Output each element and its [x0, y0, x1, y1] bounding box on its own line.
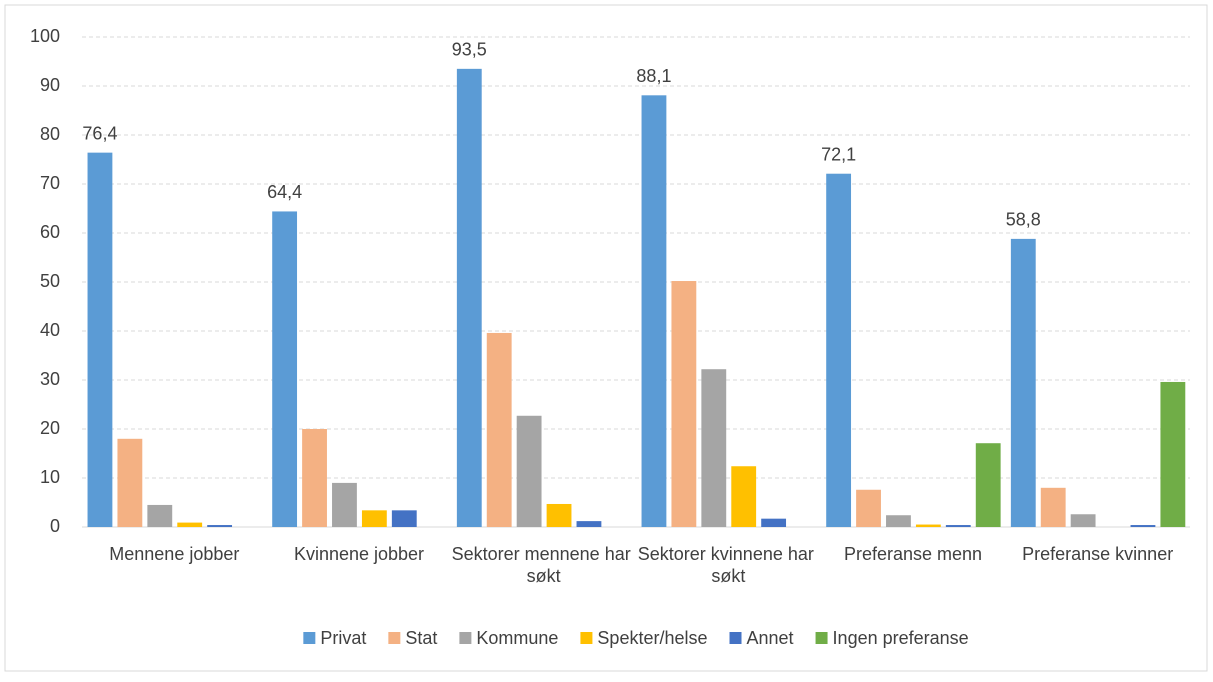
x-tick-line: Sektorer kvinnene har	[638, 544, 819, 564]
bar	[856, 489, 881, 527]
bar	[945, 525, 971, 527]
data-label: 58,8	[1006, 210, 1041, 230]
bar	[456, 68, 482, 527]
y-tick-label: 100	[30, 26, 60, 46]
bar	[332, 482, 357, 527]
legend-swatch	[388, 632, 401, 644]
y-tick-label: 90	[40, 75, 60, 95]
bar	[761, 518, 787, 527]
legend-swatch	[459, 632, 472, 644]
x-tick-line: Sektorer mennene har	[452, 544, 636, 564]
legend-swatch	[303, 632, 316, 644]
data-label: 93,5	[452, 40, 487, 60]
x-tick-label: Kvinnene jobber	[294, 544, 424, 564]
x-tick-label: Sektorer mennene har søkt	[452, 544, 636, 586]
bar	[546, 503, 572, 527]
bar	[1160, 381, 1186, 527]
y-tick-label: 70	[40, 173, 60, 193]
bar	[701, 369, 727, 527]
x-tick-line: søkt	[527, 566, 561, 586]
legend-swatch	[580, 632, 593, 644]
x-tick-label: Mennene jobber	[109, 544, 239, 564]
bar	[391, 510, 417, 527]
y-tick-label: 50	[40, 271, 60, 291]
bar	[671, 281, 697, 527]
y-tick-label: 10	[40, 467, 60, 487]
y-tick-label: 20	[40, 418, 60, 438]
data-label: 72,1	[821, 144, 856, 164]
bar	[207, 525, 233, 527]
bar	[1070, 514, 1096, 527]
bar	[641, 95, 667, 527]
bar	[117, 438, 143, 527]
chart-frame	[4, 4, 1208, 672]
bar	[731, 466, 757, 527]
legend-label: Spekter/helse	[597, 628, 707, 648]
legend-swatch	[815, 632, 828, 644]
bar	[576, 521, 602, 527]
legend-label: Kommune	[476, 628, 558, 648]
legend-label: Privat	[320, 628, 366, 648]
bar	[87, 152, 113, 527]
legend-label: Ingen preferanse	[833, 628, 969, 648]
legend-swatch	[729, 632, 742, 644]
y-tick-label: 0	[50, 516, 60, 536]
bar	[486, 332, 512, 527]
bar	[516, 415, 542, 527]
legend-label: Annet	[747, 628, 794, 648]
bar	[302, 429, 327, 527]
bar	[272, 211, 298, 527]
bar	[1010, 238, 1036, 527]
bar	[147, 504, 173, 527]
bar	[915, 524, 941, 527]
x-tick-line: søkt	[711, 566, 745, 586]
data-label: 64,4	[267, 182, 302, 202]
x-tick-label: Preferanse menn	[844, 544, 982, 564]
bar	[1040, 487, 1066, 527]
y-tick-label: 80	[40, 124, 60, 144]
bar	[886, 515, 911, 527]
bar	[975, 443, 1001, 527]
legend: Privat Stat Kommune Spekter/helse Annet Ingen…	[303, 628, 969, 648]
data-label: 88,1	[636, 66, 671, 86]
x-tick-label: Preferanse kvinner	[1022, 544, 1173, 564]
bar	[177, 522, 203, 527]
y-tick-label: 30	[40, 369, 60, 389]
bar	[826, 173, 852, 527]
bar	[361, 510, 387, 527]
data-label: 76,4	[82, 123, 117, 143]
bar	[1130, 525, 1156, 527]
legend-label: Stat	[405, 628, 437, 648]
y-tick-label: 60	[40, 222, 60, 242]
y-tick-label: 40	[40, 320, 60, 340]
x-tick-label: Sektorer kvinnene har søkt	[638, 544, 819, 586]
